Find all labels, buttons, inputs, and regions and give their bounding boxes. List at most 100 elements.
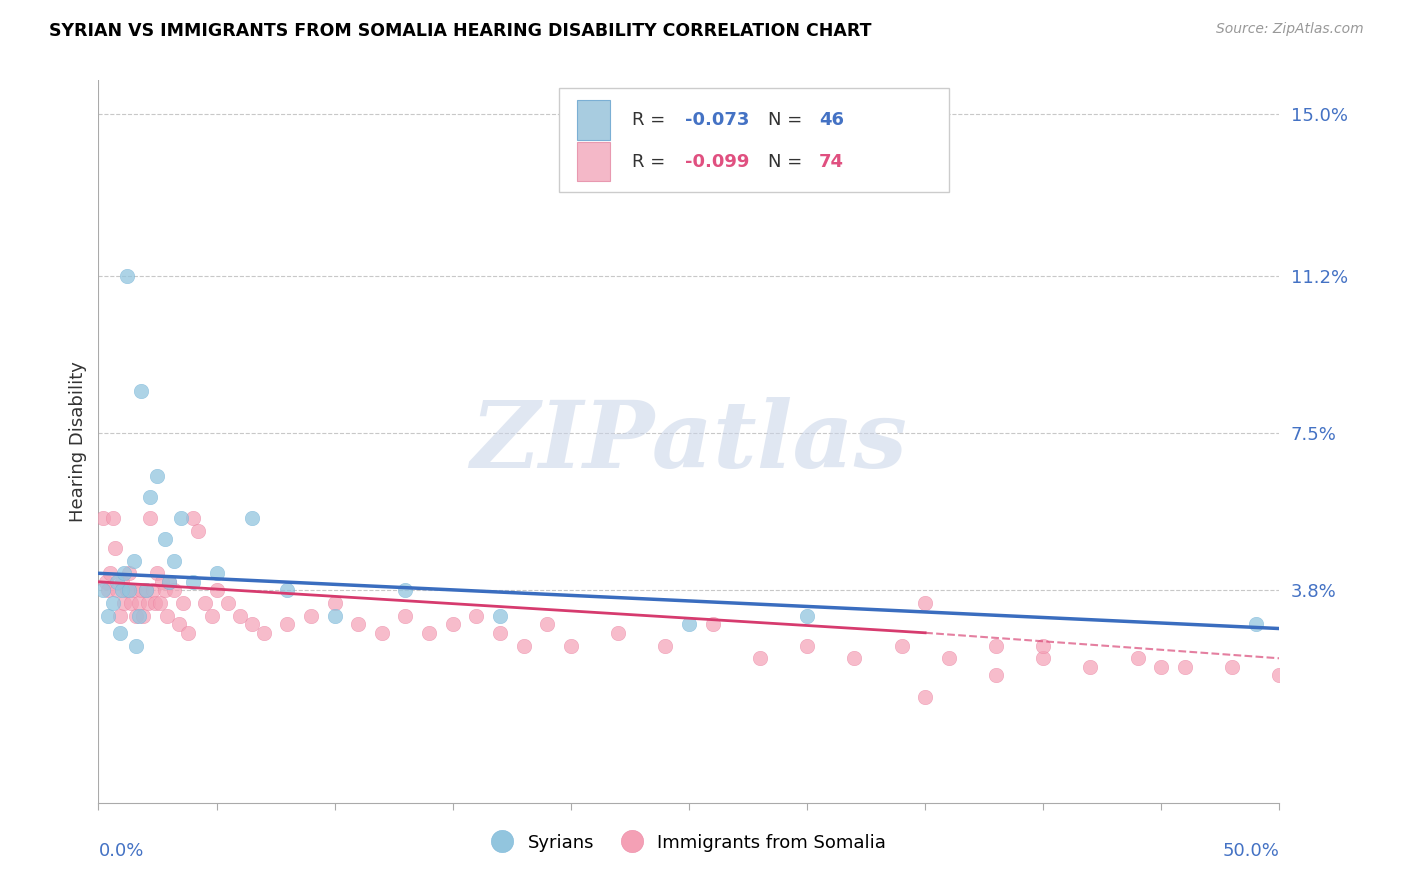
Point bbox=[142, 583, 165, 598]
Point bbox=[914, 690, 936, 704]
Point bbox=[217, 596, 239, 610]
Point bbox=[512, 639, 534, 653]
Point bbox=[122, 583, 145, 598]
Point bbox=[371, 625, 394, 640]
Text: N =: N = bbox=[768, 111, 808, 129]
Point bbox=[170, 511, 193, 525]
Point bbox=[1032, 651, 1054, 665]
Point bbox=[125, 639, 148, 653]
Point bbox=[135, 583, 157, 598]
Point bbox=[129, 384, 152, 398]
Point bbox=[1080, 660, 1102, 674]
Point bbox=[157, 574, 180, 589]
Point bbox=[112, 566, 135, 581]
Point bbox=[118, 566, 141, 581]
Point bbox=[122, 553, 145, 567]
Point bbox=[796, 608, 818, 623]
Point bbox=[163, 583, 186, 598]
Point bbox=[489, 625, 512, 640]
Point bbox=[91, 583, 114, 598]
Point bbox=[194, 596, 217, 610]
Point bbox=[441, 617, 464, 632]
Text: -0.099: -0.099 bbox=[685, 153, 749, 171]
Point bbox=[153, 583, 176, 598]
Point bbox=[135, 583, 157, 598]
Point bbox=[1126, 651, 1149, 665]
Point bbox=[146, 566, 169, 581]
Point bbox=[128, 608, 150, 623]
Point bbox=[97, 608, 120, 623]
Point bbox=[890, 639, 912, 653]
FancyBboxPatch shape bbox=[576, 100, 610, 139]
Point bbox=[240, 617, 263, 632]
Point bbox=[111, 574, 134, 589]
Point bbox=[118, 583, 141, 598]
Point bbox=[132, 608, 155, 623]
Point bbox=[128, 596, 150, 610]
Text: R =: R = bbox=[633, 111, 671, 129]
Point bbox=[1220, 660, 1243, 674]
Point bbox=[125, 608, 148, 623]
Point bbox=[105, 574, 128, 589]
Point bbox=[1174, 660, 1197, 674]
Point bbox=[111, 583, 134, 598]
Point bbox=[938, 651, 960, 665]
FancyBboxPatch shape bbox=[560, 87, 949, 193]
Point bbox=[347, 617, 370, 632]
Point bbox=[115, 268, 138, 283]
Point bbox=[560, 639, 582, 653]
Point bbox=[112, 596, 135, 610]
Point bbox=[536, 617, 558, 632]
Text: 74: 74 bbox=[818, 153, 844, 171]
Point bbox=[1032, 639, 1054, 653]
Point bbox=[129, 583, 152, 598]
Point bbox=[796, 639, 818, 653]
Point bbox=[163, 553, 186, 567]
Point bbox=[97, 583, 120, 598]
Point bbox=[418, 625, 440, 640]
Point bbox=[105, 583, 128, 598]
Point bbox=[1150, 660, 1173, 674]
Point bbox=[489, 608, 512, 623]
Point bbox=[394, 583, 416, 598]
Point bbox=[98, 566, 121, 581]
Point bbox=[702, 617, 724, 632]
Point bbox=[157, 574, 180, 589]
Text: 46: 46 bbox=[818, 111, 844, 129]
Text: -0.073: -0.073 bbox=[685, 111, 749, 129]
Point bbox=[1268, 668, 1291, 682]
Point bbox=[146, 468, 169, 483]
Text: R =: R = bbox=[633, 153, 671, 171]
Point bbox=[607, 625, 630, 640]
Point bbox=[984, 639, 1007, 653]
Point bbox=[150, 574, 173, 589]
Point bbox=[914, 596, 936, 610]
Point bbox=[748, 651, 770, 665]
Point bbox=[167, 617, 190, 632]
Point bbox=[678, 617, 700, 632]
FancyBboxPatch shape bbox=[576, 142, 610, 181]
Point bbox=[205, 566, 228, 581]
Point bbox=[156, 608, 179, 623]
Text: SYRIAN VS IMMIGRANTS FROM SOMALIA HEARING DISABILITY CORRELATION CHART: SYRIAN VS IMMIGRANTS FROM SOMALIA HEARIN… bbox=[49, 22, 872, 40]
Point bbox=[1244, 617, 1267, 632]
Point bbox=[101, 511, 124, 525]
Point bbox=[201, 608, 224, 623]
Point bbox=[984, 668, 1007, 682]
Point bbox=[94, 574, 117, 589]
Text: Source: ZipAtlas.com: Source: ZipAtlas.com bbox=[1216, 22, 1364, 37]
Point bbox=[276, 617, 298, 632]
Point bbox=[139, 490, 162, 504]
Point bbox=[115, 583, 138, 598]
Point bbox=[323, 608, 346, 623]
Point bbox=[394, 608, 416, 623]
Point bbox=[181, 574, 204, 589]
Point bbox=[299, 608, 322, 623]
Y-axis label: Hearing Disability: Hearing Disability bbox=[69, 361, 87, 522]
Point bbox=[101, 596, 124, 610]
Point bbox=[229, 608, 252, 623]
Point bbox=[108, 625, 131, 640]
Point bbox=[136, 596, 159, 610]
Text: N =: N = bbox=[768, 153, 808, 171]
Point bbox=[104, 541, 127, 555]
